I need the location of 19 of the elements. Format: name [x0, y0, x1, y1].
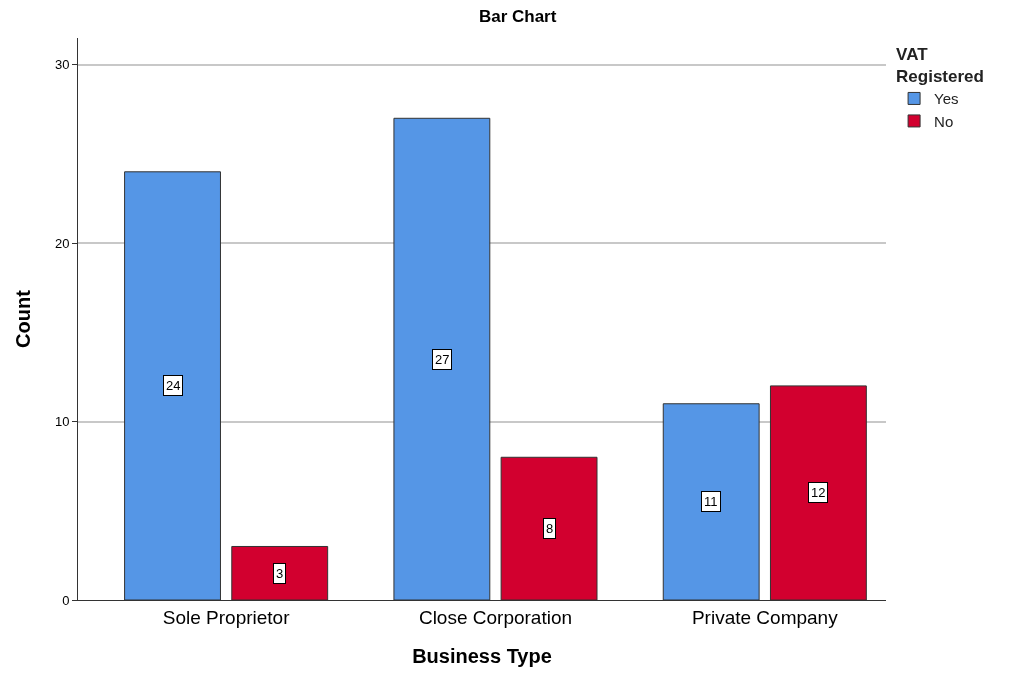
legend-label: Yes [934, 90, 959, 108]
data-label: 27 [435, 352, 450, 367]
y-tick-label: 30 [54, 57, 70, 73]
data-label: 24 [166, 378, 181, 393]
y-tick-label: 20 [54, 235, 70, 251]
x-tick-label: Close Corporation [418, 606, 573, 628]
x-tick-label: Sole Proprietor [162, 606, 291, 628]
y-axis-title: Count [12, 289, 35, 348]
legend-label: No [934, 112, 954, 130]
data-label: 11 [704, 494, 718, 509]
x-tick-label: Private Company [691, 606, 839, 628]
data-label: 3 [276, 566, 284, 581]
legend-title: VAT Registered [896, 45, 984, 87]
y-tick-label: 0 [62, 592, 70, 608]
y-tick-label: 10 [54, 414, 70, 430]
data-label: 8 [546, 521, 554, 536]
x-axis-title: Business Type [412, 645, 552, 668]
data-label: 12 [811, 485, 826, 500]
chart-title: Bar Chart [478, 7, 557, 27]
